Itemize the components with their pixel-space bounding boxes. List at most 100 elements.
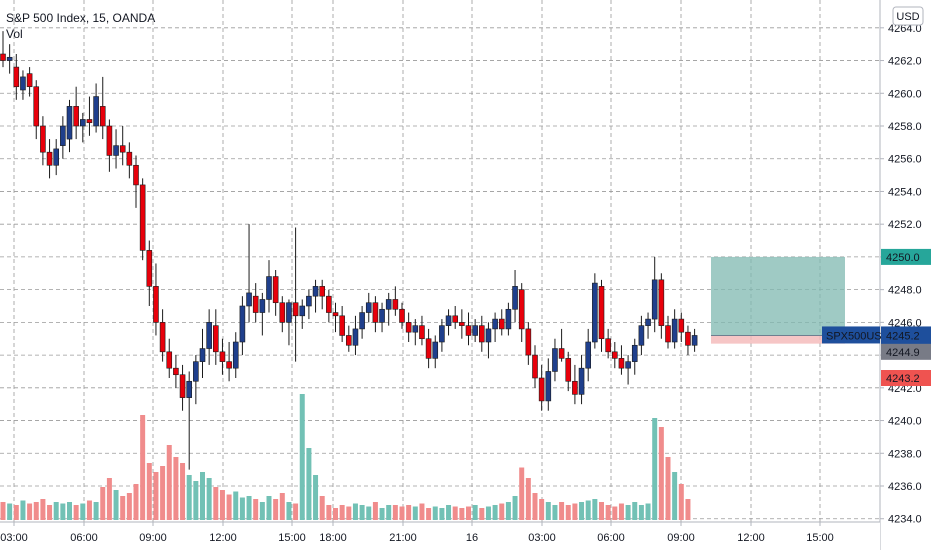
candle-body	[405, 322, 412, 333]
candle-body	[279, 302, 286, 323]
volume-bar	[426, 508, 432, 520]
candle-body	[80, 119, 86, 127]
volume-bar	[605, 505, 611, 520]
volume-bar	[313, 475, 319, 520]
currency-button-frame	[892, 6, 924, 26]
candle-body	[618, 358, 625, 369]
time-tick-label: 03:00	[528, 532, 556, 544]
candle-body	[159, 322, 166, 353]
candle-body	[239, 305, 246, 343]
volume-bar	[306, 448, 312, 520]
volume-bar	[372, 502, 378, 520]
candle-body	[525, 328, 532, 356]
candle-body	[392, 299, 399, 310]
candle-body	[498, 318, 505, 330]
volume-bar	[113, 490, 119, 520]
candle-body	[266, 276, 272, 300]
volume-bar	[180, 463, 186, 520]
candle-body	[485, 328, 492, 343]
volume-bar	[239, 497, 245, 520]
candle-body	[631, 344, 638, 362]
volume-bar	[592, 499, 598, 520]
position-tool	[711, 256, 845, 344]
candle-body	[419, 325, 425, 340]
candle-body	[126, 151, 133, 166]
volume-bar	[366, 506, 372, 520]
volume-bar	[266, 496, 272, 520]
currency-button[interactable]: USD	[892, 6, 924, 26]
candle-body	[246, 292, 252, 307]
target-zone	[711, 256, 845, 336]
chart-title: S&P 500 Index, 15, OANDA	[6, 11, 156, 25]
time-tick-label: 09:00	[139, 532, 167, 544]
volume-bar	[346, 506, 352, 520]
time-tick-label: 06:00	[70, 532, 98, 544]
volume-bar	[565, 505, 571, 520]
candle-body	[232, 341, 239, 369]
volume-bar	[293, 503, 299, 520]
time-tick-label: 21:00	[389, 532, 417, 544]
candle-body	[153, 286, 159, 323]
volume-bar	[472, 505, 478, 520]
candle-body	[226, 361, 232, 369]
candle-body	[645, 318, 651, 326]
time-tick-label: 18:00	[319, 532, 347, 544]
volume-bar	[439, 508, 445, 520]
candle-body	[46, 151, 53, 166]
candle-body	[665, 325, 671, 343]
candle-body	[478, 325, 485, 343]
candle-body	[625, 361, 631, 369]
volume-label: Vol	[6, 27, 23, 41]
volume-bar	[359, 505, 365, 520]
price-tick-label: 4240.0	[888, 416, 922, 428]
candle-body	[552, 348, 558, 372]
volume-bar	[632, 502, 638, 520]
volume-bar	[505, 502, 511, 520]
candle-body	[139, 184, 146, 251]
candle-body	[20, 76, 26, 91]
time-tick-label: 12:00	[737, 532, 765, 544]
price-tick-label: 4252.0	[888, 219, 922, 231]
volume-bar	[0, 502, 6, 520]
price-tick-label: 4254.0	[888, 186, 922, 198]
volume-bar	[532, 493, 538, 520]
candle-body	[173, 367, 179, 376]
volume-bar	[200, 472, 205, 520]
candle-body	[66, 106, 73, 140]
volume-bar	[512, 496, 518, 520]
candle-body	[465, 325, 472, 336]
volume-bar	[599, 502, 604, 520]
volume-bar	[678, 484, 684, 520]
candle-body	[352, 328, 359, 346]
volume-bar	[160, 466, 166, 520]
last-price-text: 4245.2	[886, 330, 920, 342]
entry-price-tag-text: 4244.9	[886, 347, 920, 359]
volume-bar	[466, 506, 471, 520]
volume-bar	[80, 503, 86, 520]
volume-bar	[173, 457, 179, 520]
currency-button-label: USD	[896, 11, 919, 23]
price-tick-label: 4234.0	[888, 514, 922, 526]
target-price-tag-text: 4250.0	[886, 252, 920, 264]
volume-bar	[233, 491, 239, 520]
candle-body	[326, 295, 332, 313]
volume-bar	[93, 502, 99, 520]
volume-bar	[638, 505, 644, 520]
candle-body	[206, 322, 212, 349]
time-tick-label: 16	[466, 532, 478, 544]
volume-bar	[120, 496, 126, 520]
candle-body	[345, 335, 352, 346]
volume-bar	[246, 496, 252, 520]
volume-bar	[126, 493, 132, 520]
candle-body	[319, 286, 326, 297]
candle-body	[452, 315, 459, 323]
volume-bar	[213, 487, 219, 520]
candle-body	[186, 380, 192, 398]
volume-bar	[253, 499, 259, 520]
volume-bar	[386, 505, 392, 520]
volume-bar	[106, 478, 112, 520]
volume-bar	[392, 505, 398, 520]
volume-bar	[479, 508, 485, 520]
